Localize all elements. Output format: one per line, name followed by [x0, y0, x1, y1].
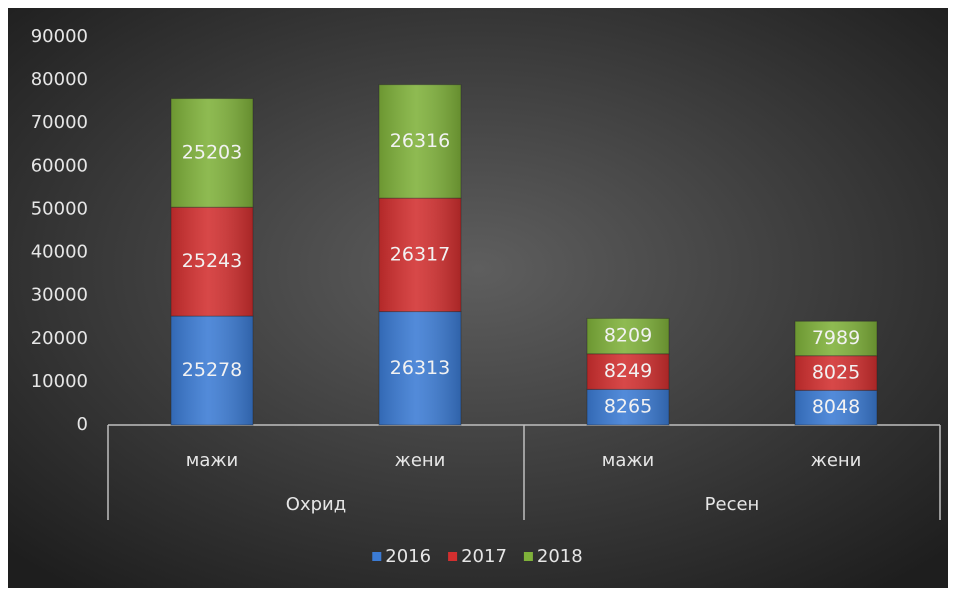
- bar-shine: [795, 355, 877, 391]
- bar-shine: [171, 316, 253, 425]
- data-label: 26313: [390, 357, 450, 379]
- bar-shine: [171, 207, 253, 317]
- data-label: 7989: [812, 327, 860, 349]
- x-tick-label: жени: [811, 450, 862, 471]
- data-label: 26317: [390, 243, 450, 265]
- y-tick-label: 10000: [31, 371, 88, 392]
- y-tick-label: 30000: [31, 285, 88, 306]
- legend-label: 2018: [537, 546, 583, 567]
- y-tick-label: 20000: [31, 328, 88, 349]
- legend-label: 2017: [461, 546, 507, 567]
- data-label: 8249: [604, 360, 652, 382]
- data-label: 25278: [182, 359, 242, 381]
- legend-swatch: [523, 552, 533, 561]
- bar-shine: [587, 353, 669, 390]
- legend-label: 2016: [385, 546, 431, 567]
- bar-shine: [795, 321, 877, 356]
- legend-swatch: [448, 552, 458, 561]
- y-tick-label: 80000: [31, 69, 88, 90]
- data-label: 26316: [390, 130, 450, 152]
- legend-swatch: [372, 552, 382, 561]
- x-tick-label: мажи: [602, 450, 655, 471]
- x-tick-label: мажи: [186, 450, 239, 471]
- group-label: Охрид: [286, 494, 346, 515]
- y-tick-label: 40000: [31, 242, 88, 263]
- data-label: 25243: [182, 250, 242, 272]
- data-label: 25203: [182, 141, 242, 163]
- y-tick-label: 60000: [31, 155, 88, 176]
- data-label: 8048: [812, 396, 860, 418]
- y-tick-label: 50000: [31, 198, 88, 219]
- bar-shine: [379, 84, 461, 199]
- bar-shine: [171, 98, 253, 208]
- y-tick-label: 70000: [31, 112, 88, 133]
- bar-shine: [587, 318, 669, 354]
- bar-shine: [379, 311, 461, 425]
- data-label: 8209: [604, 325, 652, 347]
- bar-shine: [379, 198, 461, 312]
- group-label: Ресен: [705, 494, 760, 515]
- y-tick-label: 0: [77, 414, 88, 435]
- bar-shine: [795, 390, 877, 425]
- x-tick-label: жени: [395, 450, 446, 471]
- chart-background: [8, 8, 948, 588]
- y-tick-label: 90000: [31, 26, 88, 47]
- data-label: 8265: [604, 396, 652, 418]
- bar-shine: [587, 389, 669, 425]
- data-label: 8025: [812, 362, 860, 384]
